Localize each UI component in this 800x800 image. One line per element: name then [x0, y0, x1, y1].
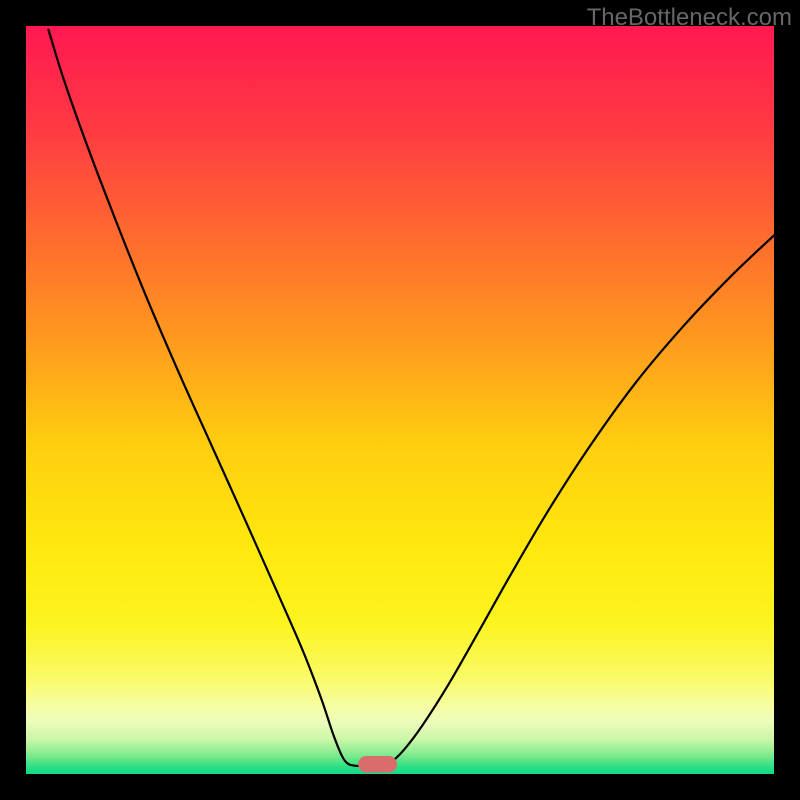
bottleneck-chart [0, 0, 800, 800]
optimal-marker [358, 756, 397, 772]
plot-gradient-background [26, 26, 774, 774]
chart-container: TheBottleneck.com [0, 0, 800, 800]
